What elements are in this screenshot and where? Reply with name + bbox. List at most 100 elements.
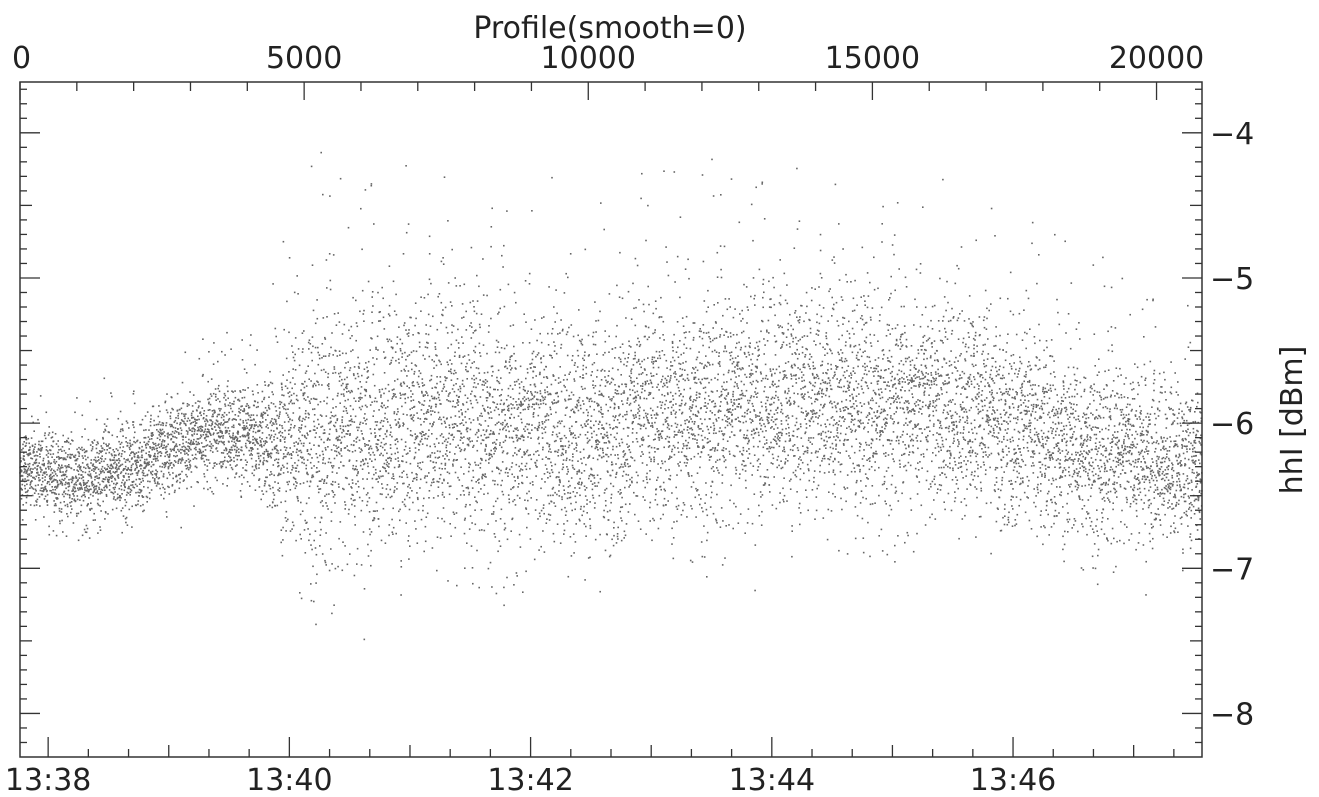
data-point [472, 583, 474, 585]
data-point [229, 436, 231, 438]
data-point [55, 433, 57, 435]
data-point [449, 523, 451, 525]
data-point [45, 489, 47, 491]
data-point [339, 376, 341, 378]
data-point [270, 471, 272, 473]
data-point [378, 518, 380, 520]
data-point [204, 421, 206, 423]
data-point [182, 382, 184, 384]
data-point [365, 362, 367, 364]
data-point [397, 336, 399, 338]
data-point [539, 333, 541, 335]
data-point [251, 454, 253, 456]
data-point [160, 424, 162, 426]
data-point [132, 463, 134, 465]
data-point [567, 277, 569, 279]
data-point [198, 419, 200, 421]
data-point [22, 479, 24, 481]
data-point [306, 370, 308, 372]
data-point [448, 438, 450, 440]
data-point [429, 423, 431, 425]
data-point [203, 413, 205, 415]
data-point [539, 372, 541, 374]
data-point [174, 421, 176, 423]
data-point [59, 520, 61, 522]
data-point [428, 314, 430, 316]
data-point [580, 451, 582, 453]
data-point [580, 405, 582, 407]
data-point [426, 516, 428, 518]
data-point [496, 377, 498, 379]
data-point [551, 355, 553, 357]
data-point [276, 415, 278, 417]
data-point [435, 348, 437, 350]
data-point [347, 412, 349, 414]
data-point [376, 478, 378, 480]
data-point [485, 460, 487, 462]
data-point [481, 415, 483, 417]
data-point [212, 424, 214, 426]
data-point [322, 553, 324, 555]
data-point [428, 405, 430, 407]
data-point [162, 429, 164, 431]
data-point [333, 254, 335, 256]
data-point [110, 392, 112, 394]
data-point [344, 508, 346, 510]
data-point [347, 433, 349, 435]
data-point [56, 493, 58, 495]
data-point [429, 279, 431, 281]
data-point [476, 367, 478, 369]
data-point [212, 414, 214, 416]
data-point [177, 462, 179, 464]
data-point [429, 253, 431, 255]
data-point [287, 388, 289, 390]
data-point [292, 467, 294, 469]
data-point [289, 257, 291, 259]
data-point [561, 509, 563, 511]
data-point [542, 397, 544, 399]
data-point [280, 449, 282, 451]
data-point [328, 386, 330, 388]
data-point [274, 505, 276, 507]
data-point [177, 393, 179, 395]
data-point [322, 343, 324, 345]
data-point [405, 329, 407, 331]
data-point [315, 582, 317, 584]
data-point [473, 476, 475, 478]
data-point [539, 516, 541, 518]
data-point [126, 494, 128, 496]
data-point [399, 392, 401, 394]
data-point [308, 540, 310, 542]
data-point [458, 396, 460, 398]
data-point [213, 363, 215, 365]
data-point [518, 438, 520, 440]
data-point [463, 404, 465, 406]
data-point [108, 443, 110, 445]
data-point [483, 384, 485, 386]
data-point [191, 413, 193, 415]
data-point [285, 437, 287, 439]
data-point [252, 448, 254, 450]
data-point [212, 451, 214, 453]
data-point [383, 405, 385, 407]
data-point [135, 460, 137, 462]
data-point [202, 430, 204, 432]
data-point [311, 600, 313, 602]
data-point [308, 497, 310, 499]
data-point [83, 500, 85, 502]
data-point [529, 406, 531, 408]
data-point [517, 476, 519, 478]
data-point [136, 465, 138, 467]
data-point [338, 538, 340, 540]
data-point [271, 391, 273, 393]
data-point [112, 476, 114, 478]
data-point [355, 466, 357, 468]
data-point [246, 403, 248, 405]
data-point [271, 402, 273, 404]
data-point [380, 422, 382, 424]
data-point [587, 398, 589, 400]
data-point [451, 324, 453, 326]
data-point [295, 369, 297, 371]
data-point [403, 253, 405, 255]
data-point [383, 317, 385, 319]
